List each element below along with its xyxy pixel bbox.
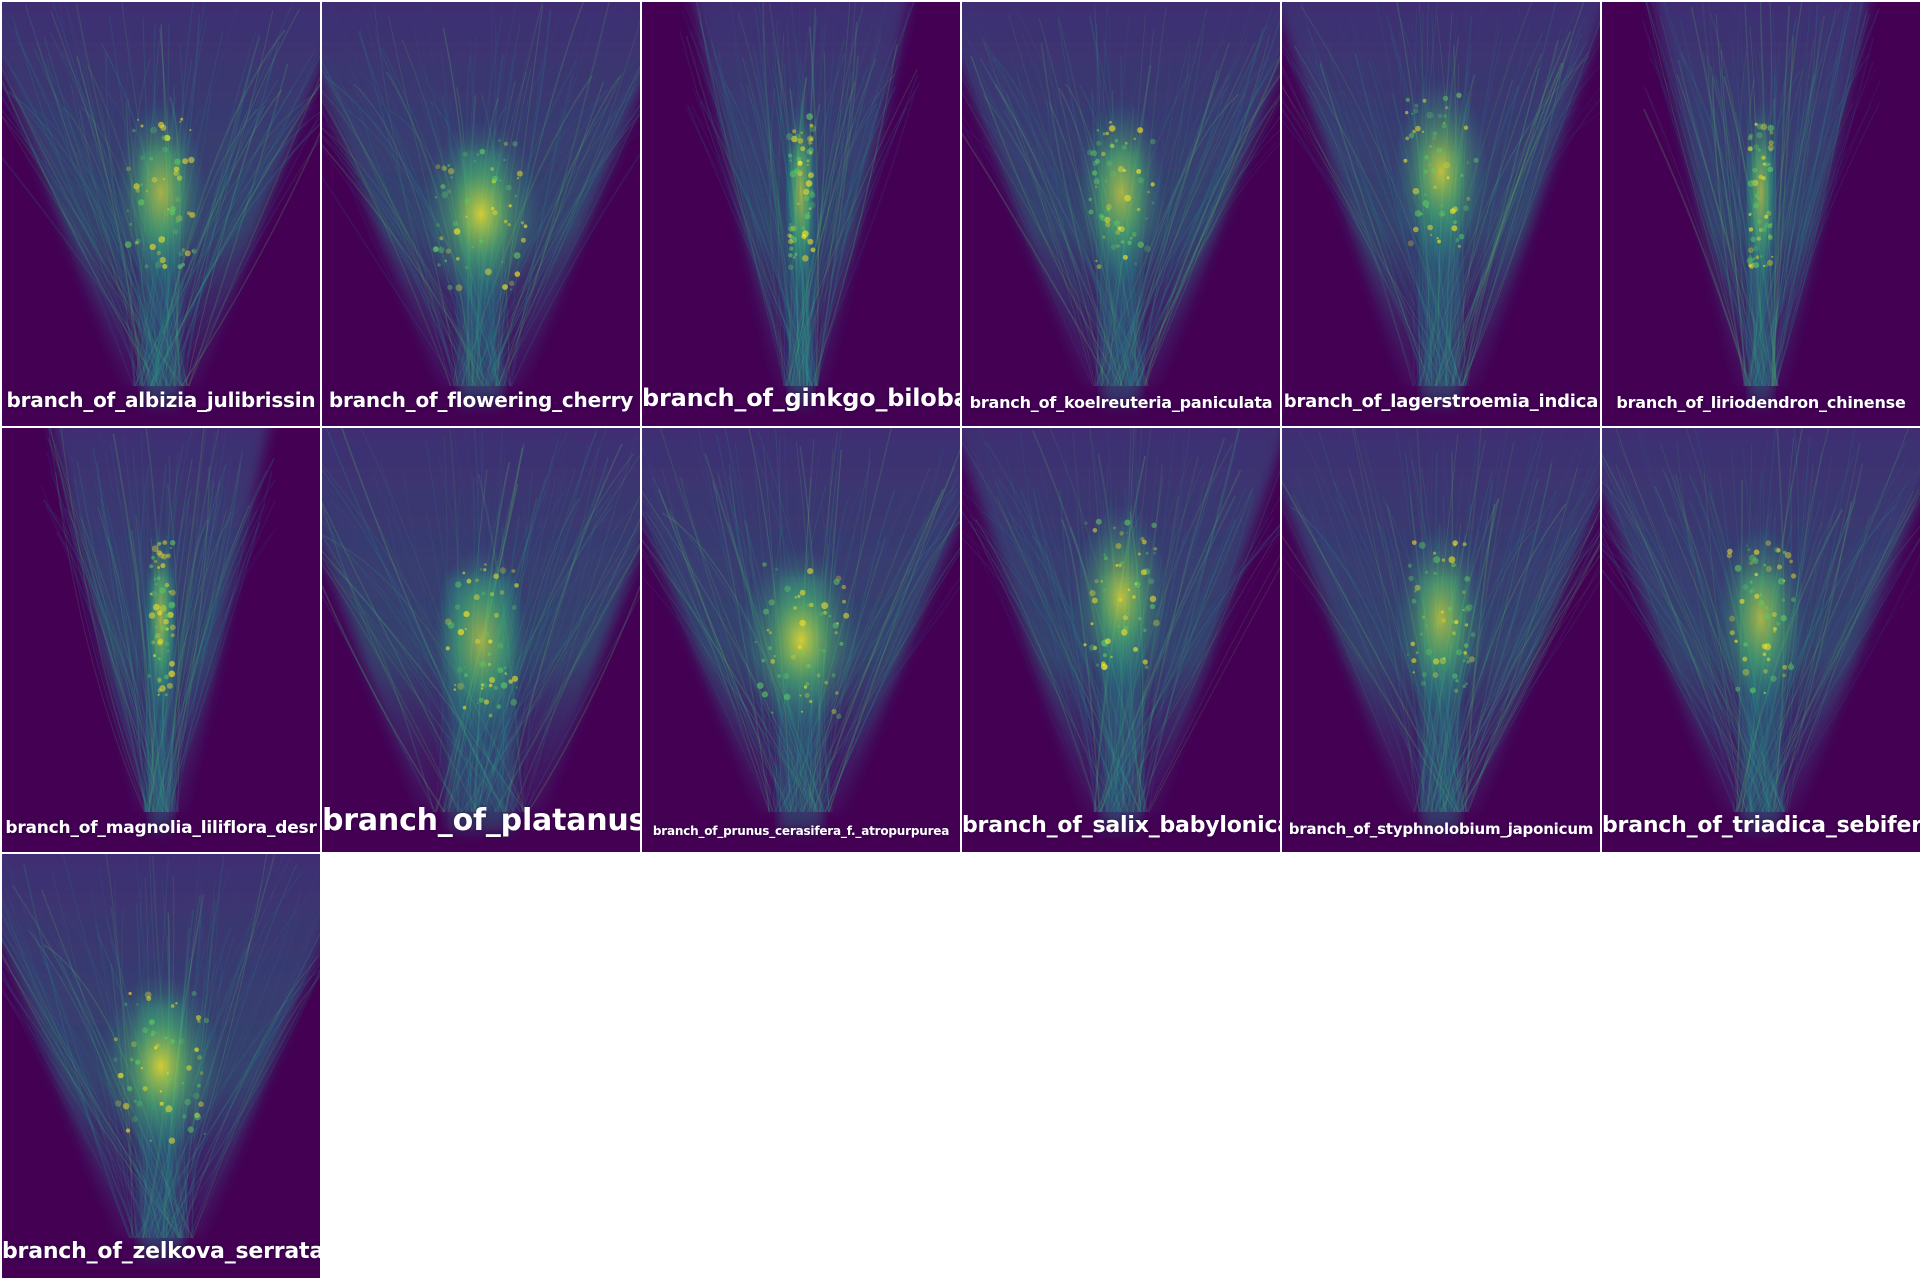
branch-tile: branch_of_koelreuteria_paniculata [962, 2, 1280, 426]
density-speckle [1746, 122, 1775, 269]
density-core [1396, 525, 1486, 713]
branch-tile: branch_of_albizia_julibrissin [2, 2, 320, 426]
tile-label: branch_of_koelreuteria_paniculata [969, 393, 1273, 412]
branch-strands [1642, 2, 1881, 387]
tile-label: branch_of_magnolia_liliflora_desr [5, 818, 317, 838]
density-speckle [1726, 540, 1797, 695]
density-speckle [1403, 92, 1479, 248]
branch-strands [1282, 428, 1600, 813]
branch-density-image [1282, 428, 1600, 852]
tile-label: branch_of_flowering_cherry [328, 388, 634, 412]
density-speckle [147, 540, 176, 697]
branch-tile: branch_of_styphnolobium_japonicum [1282, 428, 1600, 852]
density-speckle [786, 113, 817, 271]
branch-density-image [322, 2, 640, 426]
branch-density-image [1282, 2, 1600, 426]
branch-density-image [642, 2, 960, 426]
density-speckle [124, 117, 197, 270]
branch-tile: branch_of_triadica_sebifera [1602, 428, 1920, 852]
branch-tile: branch_of_flowering_cherry [322, 2, 640, 426]
density-core [740, 546, 862, 734]
density-core [1716, 525, 1806, 713]
branch-density-image [1602, 428, 1920, 852]
density-speckle [754, 562, 850, 719]
tile-label: branch_of_albizia_julibrissin [6, 388, 316, 412]
tile-label: branch_of_liriodendron_chinense [1616, 393, 1906, 412]
tile-label: branch_of_ginkgo_biloba [642, 384, 960, 412]
density-core [420, 120, 542, 308]
branch-tile: branch_of_ginkgo_biloba [642, 2, 960, 426]
branch-density-image [2, 854, 320, 1278]
branch-tile: branch_of_salix_babylonica [962, 428, 1280, 852]
branch-density-image [2, 2, 320, 426]
branch-tile: branch_of_magnolia_liliflora_desr [2, 428, 320, 852]
density-core [1393, 78, 1489, 265]
density-core [1076, 99, 1166, 287]
branch-density-image [962, 2, 1280, 426]
tile-label: branch_of_lagerstroemia_indica [1283, 391, 1599, 412]
branch-density-image [2, 428, 320, 852]
tile-label: branch_of_prunus_cerasifera_f._atropurpu… [652, 824, 950, 838]
branch-density-image [642, 428, 960, 852]
density-speckle [444, 563, 519, 718]
tile-label: branch_of_styphnolobium_japonicum [1288, 820, 1594, 838]
density-speckle [1406, 540, 1476, 693]
density-speckle [1087, 120, 1156, 270]
branch-tile: branch_of_lagerstroemia_indica [1282, 2, 1600, 426]
tile-label: branch_of_platanus [322, 803, 640, 838]
density-core [1073, 504, 1169, 691]
tile-label: branch_of_salix_babylonica [962, 813, 1280, 838]
density-speckle [1083, 518, 1160, 671]
branch-tile: branch_of_platanus [322, 428, 640, 852]
density-core [100, 972, 222, 1160]
branch-density-image [322, 428, 640, 852]
density-speckle [432, 139, 528, 292]
branch-density-image [1602, 2, 1920, 426]
density-core [116, 99, 206, 287]
branch-tile: branch_of_liriodendron_chinense [1602, 2, 1920, 426]
tile-label: branch_of_triadica_sebifera [1602, 813, 1920, 838]
branch-density-image [962, 428, 1280, 852]
density-core [145, 525, 177, 713]
branch-tile: branch_of_zelkova_serrata [2, 854, 320, 1278]
density-speckle [113, 991, 209, 1144]
density-core [1745, 99, 1777, 287]
branch-tile: branch_of_prunus_cerasifera_f._atropurpu… [642, 428, 960, 852]
tile-label: branch_of_zelkova_serrata [2, 1239, 320, 1264]
